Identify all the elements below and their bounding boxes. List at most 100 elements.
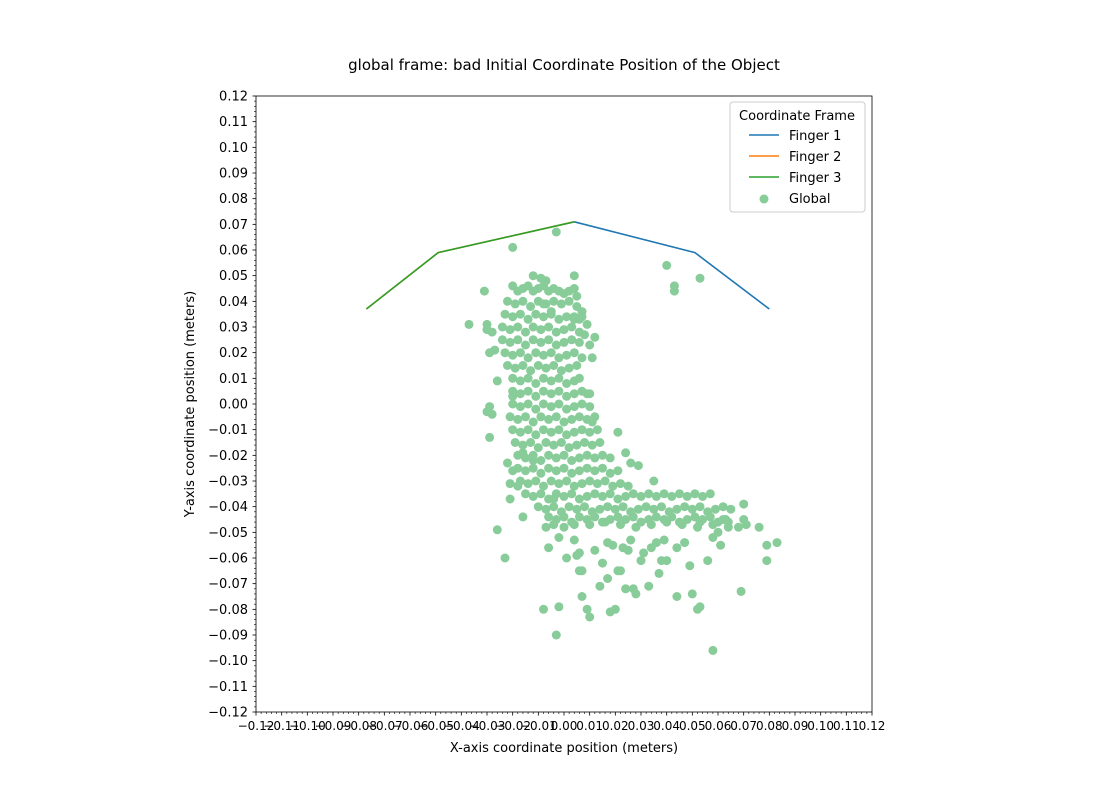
scatter-point-global	[659, 535, 669, 545]
scatter-point-global	[492, 376, 502, 386]
y-tick-label: −0.06	[208, 552, 248, 567]
scatter-point-global	[574, 512, 584, 522]
scatter-point-global	[492, 525, 502, 535]
y-tick-label: 0.11	[219, 115, 248, 130]
scatter-point-global	[654, 568, 664, 578]
scatter-point-global	[508, 242, 518, 252]
x-tick-label: 0.12	[859, 719, 886, 733]
scatter-point-global	[598, 463, 607, 473]
y-tick-label: 0.04	[219, 295, 248, 310]
scatter-point-global	[531, 476, 541, 486]
scatter-point-global	[659, 489, 669, 499]
scatter-point-global	[598, 450, 607, 460]
scatter-point-global	[569, 389, 579, 399]
scatter-point-global	[762, 540, 772, 550]
scatter-point-global	[723, 522, 733, 532]
x-tick-label: 0.09	[782, 719, 809, 733]
scatter-point-global	[539, 399, 548, 409]
x-tick-label: −0.08	[340, 719, 377, 733]
scatter-point-global	[621, 448, 631, 458]
scatter-point-global	[564, 502, 574, 512]
scatter-point-global	[551, 466, 561, 476]
scatter-point-global	[651, 491, 661, 501]
scatter-point-global	[510, 299, 520, 309]
scatter-point-global	[559, 325, 569, 335]
scatter-point-global	[590, 512, 600, 522]
scatter-point-global	[539, 350, 548, 360]
scatter-point-global	[616, 479, 625, 489]
scatter-point-global	[541, 438, 551, 447]
scatter-point-global	[554, 533, 564, 542]
y-tick-label: 0.03	[219, 321, 248, 336]
scatter-point-global	[595, 581, 605, 591]
scatter-point-global	[531, 391, 541, 401]
scatter-point-global	[551, 453, 561, 463]
y-tick-label: 0.08	[219, 192, 248, 207]
scatter-point-global	[515, 427, 525, 437]
scatter-point-global	[556, 438, 566, 447]
scatter-point-global	[567, 468, 577, 478]
scatter-point-global	[521, 466, 530, 476]
scatter-point-global	[762, 556, 772, 566]
scatter-point-global	[533, 502, 543, 512]
scatter-point-global	[741, 520, 751, 530]
plot-frame	[255, 95, 873, 713]
scatter-point-global	[526, 302, 536, 311]
scatter-point-global	[580, 330, 589, 340]
scatter-point-global	[677, 520, 687, 530]
scatter-point-global	[544, 335, 554, 345]
scatter-point-global	[649, 504, 659, 514]
scatter-point-global	[505, 337, 515, 347]
scatter-point-global	[546, 307, 556, 317]
scatter-point-global	[479, 286, 489, 296]
scatter-point-global	[669, 286, 679, 296]
scatter-point-global	[687, 504, 697, 514]
scatter-point-global	[695, 502, 705, 512]
scatter-point-global	[567, 335, 577, 345]
scatter-point-global	[500, 553, 510, 563]
x-tick-label: −0.02	[494, 719, 531, 733]
scatter-point-global	[497, 322, 507, 332]
scatter-point-global	[600, 517, 610, 527]
scatter-point-global	[626, 535, 636, 545]
scatter-point-global	[536, 273, 546, 283]
scatter-point-global	[633, 461, 643, 471]
scatter-point-global	[544, 543, 554, 553]
scatter-point-global	[585, 427, 595, 437]
x-tick-label: 0.08	[756, 719, 783, 733]
scatter-point-global	[528, 463, 538, 473]
scatter-point-global	[551, 327, 561, 337]
scatter-point-global	[500, 309, 510, 319]
x-tick-label: 0.10	[807, 719, 834, 733]
scatter-point-global	[569, 520, 579, 530]
scatter-point-global	[754, 522, 764, 532]
scatter-point-global	[549, 502, 559, 512]
scatter-point-global	[539, 604, 548, 614]
x-tick-label: −0.11	[263, 719, 300, 733]
scatter-point-global	[562, 379, 572, 388]
scatter-point-global	[603, 574, 613, 583]
y-tick-label: −0.02	[208, 449, 248, 464]
scatter-point-global	[536, 468, 546, 478]
scatter-point-global	[582, 491, 592, 501]
scatter-point-global	[695, 273, 705, 283]
y-tick-label: 0.09	[219, 167, 248, 182]
x-tick-label: 0.06	[705, 719, 732, 733]
scatter-point-global	[505, 412, 515, 422]
scatter-point-global	[577, 399, 587, 409]
scatter-point-global	[544, 450, 554, 460]
scatter-point-global	[587, 353, 597, 363]
scatter-point-global	[598, 491, 607, 501]
plot-series	[365, 221, 782, 655]
scatter-point-global	[705, 512, 715, 522]
scatter-point-global	[595, 504, 605, 514]
scatter-point-global	[605, 453, 615, 463]
scatter-point-global	[577, 566, 587, 576]
scatter-point-global	[662, 556, 672, 566]
scatter-point-global	[590, 489, 600, 499]
scatter-point-global	[574, 453, 584, 463]
scatter-point-global	[551, 340, 561, 350]
scatter-point-global	[590, 453, 600, 463]
scatter-point-global	[544, 322, 554, 332]
